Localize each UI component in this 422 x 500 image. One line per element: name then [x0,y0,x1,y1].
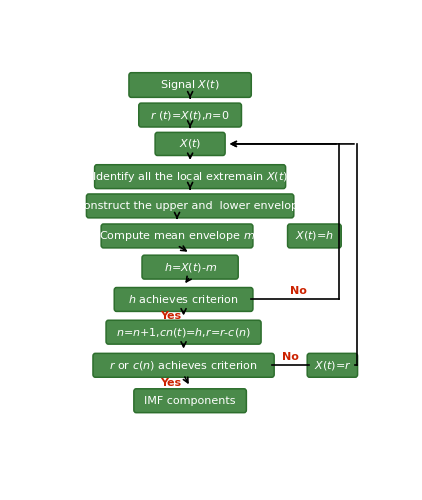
FancyBboxPatch shape [106,320,261,344]
Text: Identify all the local extremain $X(t)$: Identify all the local extremain $X(t)$ [92,170,288,183]
Text: Signal $X(t)$: Signal $X(t)$ [160,78,220,92]
Text: $r$ or $c(n)$ achieves criterion: $r$ or $c(n)$ achieves criterion [109,359,258,372]
FancyBboxPatch shape [155,132,225,156]
Text: Yes: Yes [160,311,181,321]
Text: Yes: Yes [160,378,181,388]
FancyBboxPatch shape [134,389,246,412]
Text: No: No [289,286,306,296]
FancyBboxPatch shape [307,354,357,377]
FancyBboxPatch shape [142,255,238,279]
FancyBboxPatch shape [87,194,294,218]
Text: No: No [282,352,299,362]
Text: $r$ $(t)$=$X(t)$,$n$=0: $r$ $(t)$=$X(t)$,$n$=0 [150,108,230,122]
FancyBboxPatch shape [139,103,241,127]
FancyBboxPatch shape [95,164,286,188]
Text: $X(t)$=$r$: $X(t)$=$r$ [314,359,351,372]
Text: $h$ achieves criterion: $h$ achieves criterion [128,294,239,306]
Text: IMF components: IMF components [144,396,236,406]
FancyBboxPatch shape [114,288,253,312]
Text: $X(t)$=$h$: $X(t)$=$h$ [295,230,334,242]
Text: $X(t)$: $X(t)$ [179,138,201,150]
Text: Construct the upper and  lower envelope: Construct the upper and lower envelope [76,201,305,211]
Text: $n$=$n$+$1$,$cn(t)$=$h$,$r$=$r$-$c(n)$: $n$=$n$+$1$,$cn(t)$=$h$,$r$=$r$-$c(n)$ [116,326,251,338]
Text: $h$=$X(t)$-$m$: $h$=$X(t)$-$m$ [164,260,216,274]
FancyBboxPatch shape [93,354,274,377]
Text: Compute mean envelope $m$: Compute mean envelope $m$ [99,229,255,243]
FancyBboxPatch shape [129,72,251,98]
FancyBboxPatch shape [101,224,253,248]
FancyBboxPatch shape [287,224,341,248]
